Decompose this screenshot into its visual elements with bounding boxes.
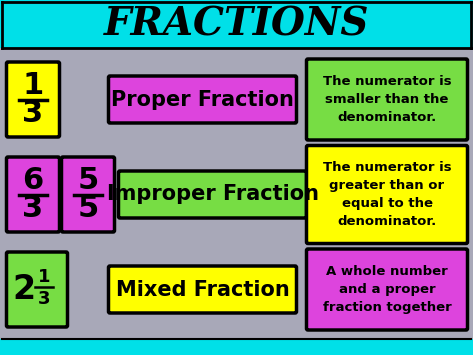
FancyBboxPatch shape — [7, 62, 60, 137]
Text: 1: 1 — [22, 71, 44, 100]
FancyBboxPatch shape — [307, 249, 467, 330]
Text: The numerator is
greater than or
equal to the
denominator.: The numerator is greater than or equal t… — [323, 161, 451, 228]
FancyBboxPatch shape — [7, 252, 68, 327]
Text: Proper Fraction: Proper Fraction — [111, 89, 294, 109]
Text: FRACTIONS: FRACTIONS — [104, 5, 369, 43]
Text: 6: 6 — [22, 165, 44, 195]
Text: 3: 3 — [38, 289, 50, 307]
Text: 5: 5 — [78, 165, 99, 195]
FancyBboxPatch shape — [119, 171, 307, 218]
Text: 3: 3 — [22, 99, 44, 129]
FancyBboxPatch shape — [108, 76, 297, 123]
FancyBboxPatch shape — [61, 157, 114, 232]
Text: 5: 5 — [78, 195, 99, 223]
FancyBboxPatch shape — [7, 157, 60, 232]
Text: A whole number
and a proper
fraction together: A whole number and a proper fraction tog… — [323, 265, 451, 314]
Bar — [0, 339, 473, 355]
Text: The numerator is
smaller than the
denominator.: The numerator is smaller than the denomi… — [323, 75, 451, 124]
Text: 3: 3 — [22, 195, 44, 223]
Text: Mixed Fraction: Mixed Fraction — [115, 279, 289, 300]
FancyBboxPatch shape — [108, 266, 297, 313]
Text: Improper Fraction: Improper Fraction — [106, 185, 318, 204]
Text: 2: 2 — [12, 273, 35, 306]
Text: 1: 1 — [38, 268, 50, 286]
Bar — [0, 0, 473, 48]
FancyBboxPatch shape — [307, 59, 467, 140]
FancyBboxPatch shape — [307, 146, 467, 244]
